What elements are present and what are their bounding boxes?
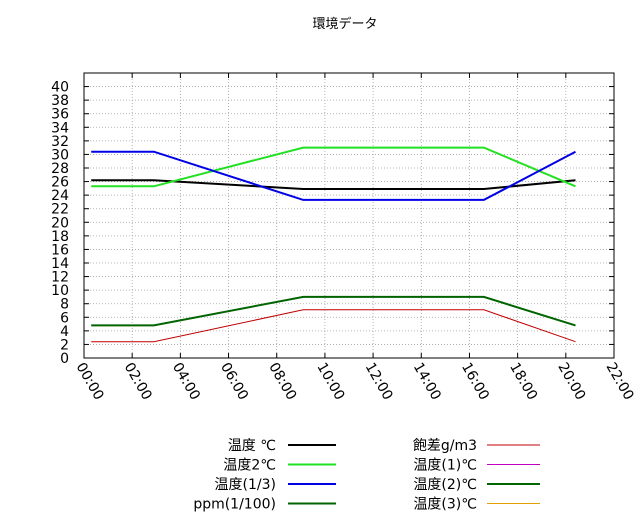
plot-lines <box>91 146 576 343</box>
y-tick-label: 36 <box>51 107 69 123</box>
y-tick-label: 32 <box>51 134 69 150</box>
y-tick-label: 38 <box>51 93 69 109</box>
plot-frame <box>83 72 615 359</box>
legend-label: 温度(1)℃ <box>413 458 477 474</box>
x-tick-label: 04:00 <box>169 360 203 403</box>
y-tick-label: 18 <box>51 229 69 245</box>
x-tick-label: 16:00 <box>458 360 492 403</box>
legend-label: ppm(1/100) <box>193 497 276 513</box>
y-tick-label: 4 <box>60 324 69 340</box>
legend-label: 温度2℃ <box>223 458 276 474</box>
x-tick-label: 02:00 <box>121 360 155 403</box>
y-tick-label: 40 <box>51 80 69 96</box>
grid <box>84 73 614 358</box>
x-tick-label: 14:00 <box>410 360 444 403</box>
series-line-3 <box>91 150 576 201</box>
legend-label: 温度(2)℃ <box>413 477 477 493</box>
y-tick-label: 14 <box>51 256 69 272</box>
y-tick-label: 24 <box>51 188 69 204</box>
y-tick-label: 28 <box>51 161 69 177</box>
y-tick-label: 22 <box>51 202 69 218</box>
x-tick-label: 18:00 <box>506 360 540 403</box>
series-line-4 <box>91 295 576 327</box>
series-line-1 <box>91 179 576 190</box>
y-tick-label: 10 <box>51 283 69 299</box>
y-tick-label: 20 <box>51 215 69 231</box>
chart-title: 環境データ <box>312 16 377 32</box>
y-tick-label: 16 <box>51 242 69 258</box>
x-tick-label: 06:00 <box>217 360 251 403</box>
x-tick-label: 20:00 <box>554 360 588 403</box>
y-tick-label: 12 <box>51 270 69 286</box>
legend-label: 温度 ℃ <box>228 438 276 454</box>
legend-label: 温度(3)℃ <box>413 497 477 513</box>
legend: 温度 ℃ 温度2℃ 温度(1/3) ppm(1/100) 飽差g/m3 温度(1)℃ 温度(… <box>193 437 540 513</box>
x-axis: 00:00 02:00 04:00 06:00 08:00 10:00 12:00 14:00… <box>73 73 637 403</box>
legend-label: 温度(1/3) <box>215 477 276 493</box>
x-tick-label: 12:00 <box>362 360 396 403</box>
legend-label: 飽差g/m3 <box>413 437 477 454</box>
y-tick-label: 2 <box>60 337 69 353</box>
y-tick-label: 34 <box>51 120 69 136</box>
series-line-2 <box>91 146 576 188</box>
y-tick-label: 0 <box>60 351 69 367</box>
x-tick-label: 00:00 <box>73 360 107 403</box>
y-tick-label: 6 <box>60 310 69 326</box>
x-tick-label: 08:00 <box>265 360 299 403</box>
series-line-5 <box>91 309 576 343</box>
y-tick-label: 26 <box>51 175 69 191</box>
y-tick-label: 8 <box>60 297 69 313</box>
y-tick-label: 30 <box>51 147 69 163</box>
x-tick-label: 10:00 <box>313 360 347 403</box>
x-tick-label: 22:00 <box>603 360 637 403</box>
